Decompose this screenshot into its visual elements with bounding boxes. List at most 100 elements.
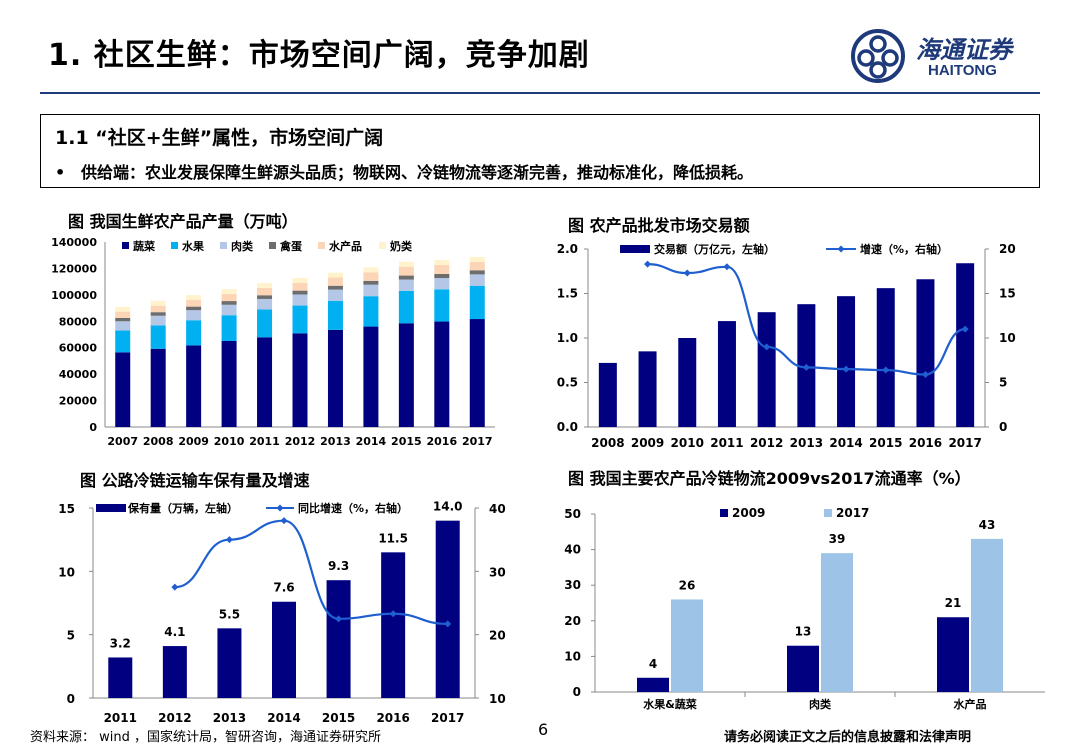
y-tick-label: 80000 [59,315,98,328]
bar [435,520,460,698]
x-tick-label: 2015 [869,436,902,450]
chart2-title: 图 农产品批发市场交易额 [568,216,750,235]
x-tick-label: 2010 [214,435,245,448]
y-tick-label: 2.0 [557,242,578,256]
y-tick-label: 0 [67,692,75,706]
bar-segment [363,284,379,297]
bar [916,279,935,427]
bar-segment [115,306,131,312]
legend-label: 水产品 [329,239,362,253]
x-tick-label: 2012 [285,435,316,448]
bar-segment [398,290,414,324]
bar [272,601,296,698]
bar [837,296,856,427]
x-tick-label: 2014 [267,711,300,725]
summary-bullet-line: • 供给端：农业发展保障生鲜源头品质；物联网、冷链物流等逐渐完善，推动标准化，降低… [55,159,753,183]
data-label: 39 [829,532,846,546]
y-tick-label: 0 [573,685,581,699]
bar [381,552,406,698]
line-point [644,260,652,268]
data-label: 11.5 [378,531,408,545]
legend-swatch-marker [276,504,284,512]
line-point [763,343,771,351]
legend-swatch [122,242,129,249]
bar-segment [398,275,414,280]
y2-tick-label: 5 [999,376,1007,390]
y-tick-label: 40000 [59,368,98,381]
x-tick-label: 2013 [213,711,246,725]
bar-segment [398,261,414,267]
y2-tick-label: 20 [489,629,506,643]
line-point [723,263,731,271]
chart-produce-output: 0 20000 40000 60000 80000 100000 120000 140000 2… [51,236,495,448]
bar-segment [115,321,131,331]
bar [598,362,617,427]
bar [876,288,895,427]
line-point [444,620,452,628]
legend-swatch [824,509,832,517]
y-tick-label: 0.0 [557,420,578,434]
x-tick-label: 2017 [431,711,464,725]
line-point [961,325,969,333]
x-tick-label: 2012 [750,436,783,450]
bar-segment [469,319,485,427]
line-point [882,366,890,374]
page-title: 1. 社区生鲜：市场空间广阔，竞争加剧 [48,38,590,73]
x-tick-label: 2011 [104,711,137,725]
legend-swatch [379,242,386,249]
legend-label: 交易额（万亿元，左轴） [654,242,775,256]
footer-source: 资料来源： wind ，国家统计局，智研咨询，海通证券研究所 [30,730,382,745]
y-tick-label: 5 [67,629,75,643]
data-label: 13 [795,625,812,639]
bar-segment [469,274,485,286]
x-tick-label: 肉类 [809,697,832,711]
y-tick-label: 20000 [59,395,98,408]
bar [971,538,1003,692]
bar-segment [115,311,131,318]
bar [637,677,669,692]
x-tick-label: 2009 [178,435,209,448]
chart-wholesale-turnover: 0.0 0.5 1.0 1.5 2.0 0 5 10 15 20 2008 2009 2010 2011 2… [557,242,1016,450]
header-divider [40,92,1040,94]
x-tick-label: 水果&蔬菜 [643,697,698,711]
line-point [335,615,343,623]
bullet-icon: • [55,163,66,182]
bar-segment [434,278,450,290]
legend-swatch [220,242,227,249]
data-label: 3.2 [110,636,131,650]
x-tick-label: 2011 [249,435,280,448]
x-tick-label: 2014 [356,435,387,448]
y2-tick-label: 10 [999,331,1016,345]
summary-text: 供给端：农业发展保障生鲜源头品质；物联网、冷链物流等逐渐完善，推动标准化，降低损… [81,163,754,182]
y2-tick-label: 10 [489,692,506,706]
bar-segment [292,277,308,283]
data-label: 4 [649,657,657,671]
x-tick-label: 2016 [427,435,458,448]
logo-english-name: HAITONG [928,62,997,79]
bar [162,646,187,698]
bar-segment [398,266,414,276]
bar-segment [363,326,379,427]
data-label: 5.5 [219,607,240,621]
bar-segment [221,301,237,305]
line-point [171,583,179,591]
bar-segment [150,305,166,313]
line-point [842,365,850,373]
bar-segment [186,306,202,311]
bar-segment [150,325,166,349]
bar-segment [221,304,237,316]
legend-swatch [318,242,325,249]
legend-label: 蔬菜 [133,239,156,253]
bar-segment [327,272,343,278]
x-tick-label: 2016 [376,711,409,725]
legend-swatch-marker [837,245,845,253]
x-tick-label: 水产品 [954,697,987,711]
chart4-title: 图 我国主要农产品冷链物流2009vs2017流通率（%） [568,469,971,488]
bar-segment [150,312,166,316]
x-tick-label: 2017 [462,435,493,448]
summary-box: 1.1 “社区+生鲜”属性，市场空间广阔 • 供给端：农业发展保障生鲜源头品质；物… [40,114,1040,188]
chart-coldchain-rate: 0 10 20 30 40 50 4 26 水果&蔬菜 13 39 肉类 21 43 水产品 2009 2017 [564,506,1045,711]
bar-segment [292,333,308,427]
legend-swatch [171,242,178,249]
bar-segment [292,294,308,306]
